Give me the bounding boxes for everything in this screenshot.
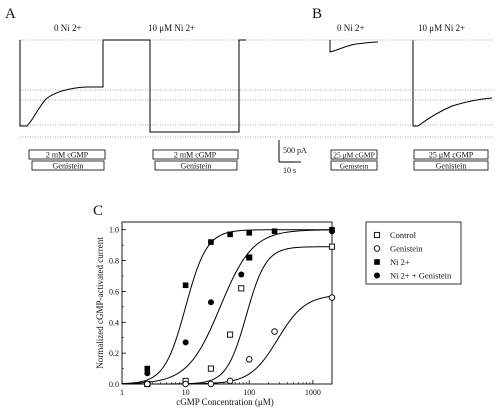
- x-tick-label: 1: [120, 388, 124, 397]
- x-axis-label: cGMP Concentration (μM): [176, 397, 273, 407]
- y-axis-ticks: 0.0 0.2 0.4 0.6 0.8 1.0: [109, 226, 126, 389]
- data-point: [329, 228, 335, 235]
- stimulus-bar-b-2: [413, 149, 489, 160]
- stimulus-bar-b-1: [330, 149, 378, 160]
- condition-label-b-2: 10 μM Ni 2+: [418, 23, 465, 33]
- data-point: [144, 365, 151, 372]
- current-trace-a-nickel: [146, 39, 246, 133]
- fit-curve: [121, 229, 332, 385]
- legend-frame: [365, 221, 462, 285]
- legend-marker: [373, 231, 381, 239]
- scale-bar: [278, 140, 301, 163]
- drug-label-a-1: Genistein: [53, 162, 84, 171]
- stimulus-bar-a-2: [152, 149, 239, 160]
- data-point: [208, 239, 214, 245]
- data-point: [207, 365, 214, 372]
- data-point: [144, 380, 151, 388]
- y-tick-label: 0.8: [109, 257, 119, 266]
- data-point: [271, 228, 278, 235]
- data-points: [144, 226, 336, 388]
- data-point: [207, 299, 214, 306]
- drug-bar-a-1: [31, 160, 105, 171]
- current-trace-b-nickel: [412, 40, 493, 127]
- data-point: [238, 271, 245, 278]
- scale-current-label: 500 pA: [283, 146, 307, 155]
- stimulus-bar-a-1: [28, 149, 106, 160]
- panel-letter-b: B: [312, 6, 322, 22]
- panel-letter-c: C: [93, 203, 103, 219]
- legend-marker: [374, 259, 380, 265]
- data-point: [182, 282, 189, 289]
- data-point: [182, 339, 189, 346]
- scale-time-label: 10 s: [283, 166, 296, 175]
- y-tick-label: 0.2: [109, 349, 119, 358]
- legend-label: Ni 2+ + Genistein: [390, 271, 452, 281]
- stimulus-label-a-1: 2 mM cGMP: [46, 151, 89, 160]
- drug-label-b-1: Genistein: [340, 162, 369, 171]
- x-axis-ticks: 1 10 100 1000: [120, 380, 333, 397]
- x-tick-label: 1000: [305, 388, 321, 397]
- drug-bar-b-1: [330, 160, 378, 171]
- data-point: [144, 370, 151, 377]
- drug-label-a-2: Genistein: [181, 162, 212, 171]
- legend-marker: [373, 245, 381, 252]
- data-point: [328, 243, 336, 250]
- drug-bar-a-2: [154, 160, 238, 171]
- dose-response-chart: 1 10 100 1000 0.0 0.2 0.4 0.6 0.8 1.0 cGMP Conce…: [95, 221, 336, 407]
- fit-curves: [121, 229, 333, 385]
- data-point: [226, 377, 234, 385]
- data-point: [246, 230, 253, 236]
- data-point: [227, 231, 233, 238]
- data-point: [328, 294, 336, 301]
- reference-lines: [20, 39, 495, 138]
- condition-label-a-1: 0 Ni 2+: [54, 23, 82, 33]
- panel-letter-a: A: [5, 6, 16, 22]
- stimulus-label-b-1: 25 μM cGMP: [333, 151, 375, 160]
- x-tick-label: 10: [182, 388, 190, 397]
- data-point: [245, 356, 253, 363]
- stimulus-label-a-2: 2 mM cGMP: [174, 151, 217, 160]
- y-axis-label: Normalized cGMP-activated current: [95, 237, 105, 369]
- condition-label-a-2: 10 μM Ni 2+: [148, 23, 195, 33]
- legend-label: Genistein: [390, 244, 423, 254]
- current-trace-a-control: [19, 39, 146, 127]
- drug-label-b-2: Genistein: [436, 162, 467, 171]
- fit-curve: [122, 246, 332, 385]
- fit-curve: [121, 229, 333, 385]
- chart-legend: Control Genistein Ni 2+ Ni 2+ + Genistein: [365, 221, 462, 285]
- legend-label: Control: [390, 230, 417, 240]
- drug-bar-b-2: [413, 160, 489, 171]
- data-point: [207, 380, 215, 388]
- legend-marker: [374, 272, 380, 279]
- data-point: [182, 380, 189, 388]
- x-tick-label: 100: [243, 388, 255, 397]
- legend-label: Ni 2+: [390, 257, 410, 267]
- plot-frame: [121, 221, 333, 385]
- stimulus-label-b-2: 25 μM cGMP: [429, 151, 474, 160]
- y-tick-label: 1.0: [109, 226, 119, 235]
- current-trace-b-control: [329, 40, 379, 53]
- condition-label-b-1: 0 Ni 2+: [337, 23, 365, 33]
- y-tick-label: 0.0: [109, 380, 119, 389]
- fit-curve: [122, 295, 333, 385]
- data-point: [246, 254, 253, 261]
- data-point: [227, 331, 234, 338]
- data-point: [238, 285, 245, 292]
- y-tick-label: 0.4: [109, 318, 119, 327]
- y-tick-label: 0.6: [109, 287, 119, 296]
- data-point: [271, 328, 278, 335]
